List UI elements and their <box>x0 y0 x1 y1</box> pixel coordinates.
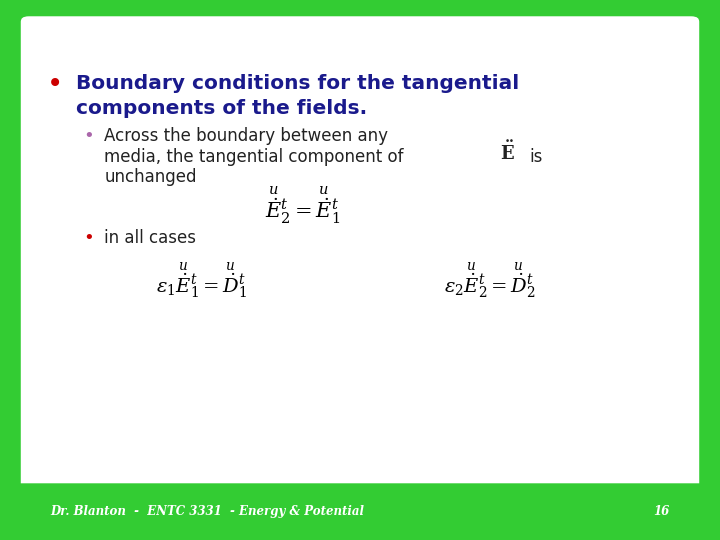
Text: is: is <box>529 147 543 166</box>
Text: $\overset{u}{\dot{E}}{}^{t}_{2} = \overset{u}{\dot{E}}{}^{t}_{1}$: $\overset{u}{\dot{E}}{}^{t}_{2} = \overs… <box>265 185 340 226</box>
FancyBboxPatch shape <box>14 483 706 540</box>
Text: unchanged: unchanged <box>104 168 197 186</box>
Text: Boundary conditions for the tangential: Boundary conditions for the tangential <box>76 74 519 93</box>
Text: $\varepsilon_{2}\overset{u}{\dot{E}}{}^{t}_{2} = \overset{u}{\dot{D}}{}^{t}_{2}$: $\varepsilon_{2}\overset{u}{\dot{E}}{}^{… <box>444 261 536 301</box>
Text: in all cases: in all cases <box>104 228 197 247</box>
Text: •: • <box>47 70 63 98</box>
FancyBboxPatch shape <box>18 14 702 500</box>
Text: •: • <box>83 127 94 145</box>
Text: $\mathbf{\ddot{E}}$: $\mathbf{\ddot{E}}$ <box>500 141 515 164</box>
Text: •: • <box>83 228 94 247</box>
Text: 16: 16 <box>653 505 670 518</box>
Text: media, the tangential component of: media, the tangential component of <box>104 147 404 166</box>
FancyBboxPatch shape <box>7 0 713 81</box>
Text: components of the fields.: components of the fields. <box>76 98 366 118</box>
Text: Across the boundary between any: Across the boundary between any <box>104 127 388 145</box>
Text: $\varepsilon_{1}\overset{u}{\dot{E}}{}^{t}_{1} = \overset{u}{\dot{D}}{}^{t}_{1}$: $\varepsilon_{1}\overset{u}{\dot{E}}{}^{… <box>156 261 248 301</box>
Text: Dr. Blanton  -  ENTC 3331  - Energy & Potential: Dr. Blanton - ENTC 3331 - Energy & Poten… <box>50 505 364 518</box>
